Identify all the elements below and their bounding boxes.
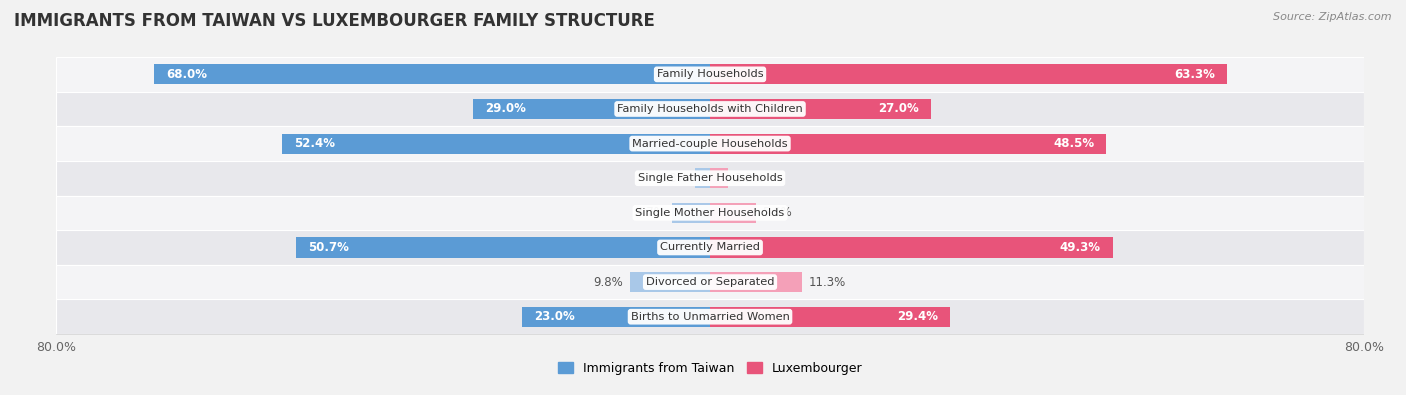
Text: 4.7%: 4.7% xyxy=(636,206,665,219)
Text: 11.3%: 11.3% xyxy=(808,276,846,289)
Bar xyxy=(710,203,756,223)
Bar xyxy=(522,307,710,327)
Bar xyxy=(56,196,1364,230)
Text: Births to Unmarried Women: Births to Unmarried Women xyxy=(631,312,789,322)
Bar xyxy=(56,161,1364,196)
Text: Source: ZipAtlas.com: Source: ZipAtlas.com xyxy=(1274,12,1392,22)
Text: 48.5%: 48.5% xyxy=(1053,137,1094,150)
Bar xyxy=(710,307,950,327)
Bar xyxy=(710,64,1227,85)
Bar xyxy=(56,57,1364,92)
Text: 49.3%: 49.3% xyxy=(1060,241,1101,254)
Bar xyxy=(710,272,803,292)
Bar xyxy=(56,126,1364,161)
Bar xyxy=(472,99,710,119)
Text: Married-couple Households: Married-couple Households xyxy=(633,139,787,149)
Bar xyxy=(295,237,710,258)
Text: Currently Married: Currently Married xyxy=(659,243,761,252)
Bar xyxy=(56,299,1364,334)
Text: IMMIGRANTS FROM TAIWAN VS LUXEMBOURGER FAMILY STRUCTURE: IMMIGRANTS FROM TAIWAN VS LUXEMBOURGER F… xyxy=(14,12,655,30)
Text: 29.0%: 29.0% xyxy=(485,102,526,115)
Text: Single Mother Households: Single Mother Households xyxy=(636,208,785,218)
Bar xyxy=(281,134,710,154)
Bar xyxy=(710,168,728,188)
Bar xyxy=(56,92,1364,126)
Bar xyxy=(710,237,1114,258)
Bar xyxy=(56,230,1364,265)
Bar xyxy=(56,265,1364,299)
Text: 27.0%: 27.0% xyxy=(877,102,918,115)
Bar xyxy=(155,64,710,85)
Text: 68.0%: 68.0% xyxy=(166,68,208,81)
Text: 1.8%: 1.8% xyxy=(659,172,689,185)
Text: Family Households with Children: Family Households with Children xyxy=(617,104,803,114)
Text: 52.4%: 52.4% xyxy=(294,137,335,150)
Text: 5.6%: 5.6% xyxy=(762,206,792,219)
Text: Divorced or Separated: Divorced or Separated xyxy=(645,277,775,287)
Text: Single Father Households: Single Father Households xyxy=(638,173,782,183)
Text: Family Households: Family Households xyxy=(657,70,763,79)
Text: 9.8%: 9.8% xyxy=(593,276,623,289)
Text: 23.0%: 23.0% xyxy=(534,310,575,323)
Bar xyxy=(696,168,710,188)
Text: 63.3%: 63.3% xyxy=(1174,68,1215,81)
Bar xyxy=(710,134,1107,154)
Text: 2.2%: 2.2% xyxy=(734,172,765,185)
Bar xyxy=(630,272,710,292)
Bar xyxy=(672,203,710,223)
Bar xyxy=(710,99,931,119)
Legend: Immigrants from Taiwan, Luxembourger: Immigrants from Taiwan, Luxembourger xyxy=(553,357,868,380)
Text: 50.7%: 50.7% xyxy=(308,241,349,254)
Text: 29.4%: 29.4% xyxy=(897,310,938,323)
